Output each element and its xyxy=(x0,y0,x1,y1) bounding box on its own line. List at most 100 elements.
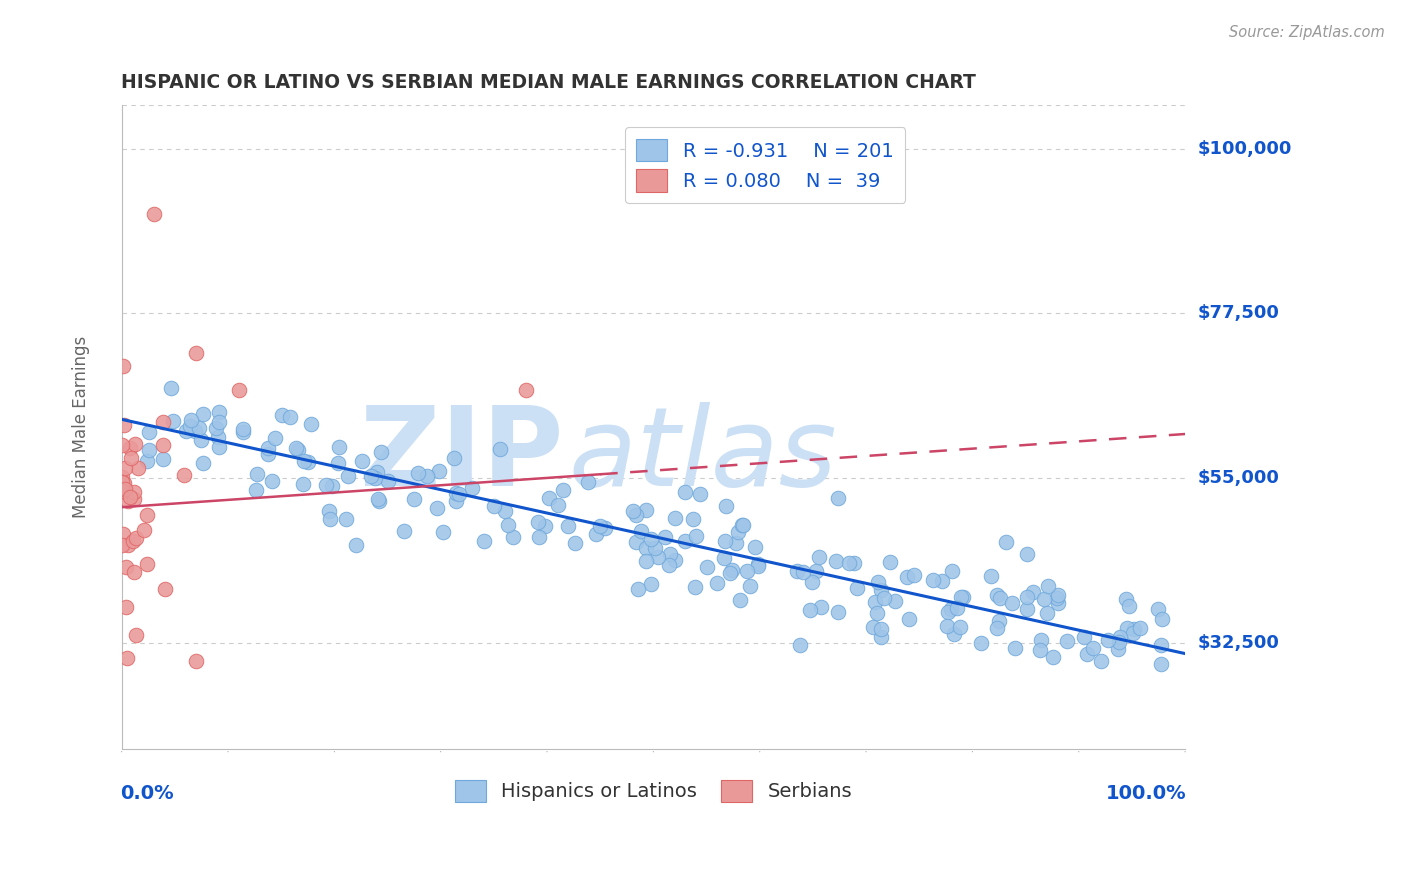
Point xyxy=(204,421,226,435)
Point xyxy=(232,425,254,439)
Point xyxy=(827,491,849,506)
Point xyxy=(1032,592,1054,607)
Point xyxy=(557,518,579,533)
Point xyxy=(1115,621,1137,635)
Point xyxy=(135,508,157,522)
Point xyxy=(120,451,142,466)
Point xyxy=(291,477,314,491)
Point xyxy=(941,565,963,579)
Point xyxy=(640,577,662,591)
Legend: Hispanics or Latinos, Serbians: Hispanics or Latinos, Serbians xyxy=(447,772,859,810)
Point xyxy=(449,487,471,501)
Point xyxy=(884,594,907,608)
Point xyxy=(494,504,516,518)
Point xyxy=(188,421,211,435)
Point xyxy=(683,580,706,594)
Point xyxy=(685,529,707,543)
Point xyxy=(111,483,134,498)
Point xyxy=(152,452,174,467)
Point xyxy=(585,527,607,541)
Point xyxy=(122,484,145,499)
Point xyxy=(527,530,550,544)
Point xyxy=(287,443,309,458)
Point xyxy=(207,430,229,444)
Point xyxy=(994,534,1017,549)
Point xyxy=(922,573,945,587)
Point xyxy=(658,547,681,561)
Text: $100,000: $100,000 xyxy=(1198,139,1292,158)
Point xyxy=(873,591,896,606)
Point xyxy=(153,582,176,596)
Point xyxy=(344,538,367,552)
Point xyxy=(278,409,301,424)
Point xyxy=(319,512,342,526)
Point xyxy=(246,467,269,481)
Point xyxy=(120,490,142,504)
Text: Source: ZipAtlas.com: Source: ZipAtlas.com xyxy=(1229,25,1385,40)
Point xyxy=(190,434,212,448)
Point xyxy=(1150,638,1173,652)
Point xyxy=(634,541,657,555)
Point xyxy=(472,533,495,548)
Point xyxy=(1029,642,1052,657)
Point xyxy=(547,498,569,512)
Point xyxy=(184,654,207,668)
Point xyxy=(1073,631,1095,645)
Point xyxy=(1015,602,1038,616)
Point xyxy=(673,485,696,500)
Point xyxy=(429,464,451,478)
Point xyxy=(135,454,157,468)
Point xyxy=(263,431,285,445)
Point xyxy=(862,620,884,634)
Point xyxy=(162,414,184,428)
Point xyxy=(350,454,373,468)
Point xyxy=(534,519,557,533)
Point xyxy=(706,576,728,591)
Point xyxy=(980,569,1002,583)
Point xyxy=(576,475,599,489)
Point xyxy=(111,359,134,373)
Point xyxy=(1109,630,1132,644)
Point xyxy=(1042,650,1064,665)
Point xyxy=(845,581,868,595)
Point xyxy=(152,415,174,429)
Point xyxy=(377,475,399,489)
Point xyxy=(636,503,658,517)
Point xyxy=(621,504,644,518)
Point xyxy=(114,460,136,475)
Point xyxy=(1150,613,1173,627)
Point xyxy=(747,559,769,574)
Point xyxy=(257,447,280,461)
Point xyxy=(865,595,887,609)
Point xyxy=(903,568,925,582)
Point xyxy=(496,518,519,533)
Point xyxy=(936,619,959,633)
Point xyxy=(664,510,686,524)
Point xyxy=(689,487,711,501)
Point xyxy=(786,564,808,578)
Point xyxy=(1122,622,1144,636)
Point xyxy=(1056,634,1078,648)
Point xyxy=(713,533,735,548)
Point xyxy=(394,524,416,539)
Point xyxy=(367,494,389,508)
Point xyxy=(718,566,741,580)
Point xyxy=(184,424,207,438)
Point xyxy=(124,437,146,451)
Point xyxy=(1046,588,1069,602)
Point xyxy=(134,524,156,538)
Point xyxy=(260,474,283,488)
Point xyxy=(321,479,343,493)
Point xyxy=(799,603,821,617)
Point xyxy=(136,557,159,571)
Point xyxy=(897,612,920,626)
Point xyxy=(943,626,966,640)
Point xyxy=(138,425,160,440)
Point xyxy=(114,560,136,574)
Point xyxy=(527,516,550,530)
Text: $32,500: $32,500 xyxy=(1198,633,1279,651)
Point xyxy=(315,478,337,492)
Point xyxy=(299,417,322,432)
Point xyxy=(724,536,747,550)
Text: $55,000: $55,000 xyxy=(1198,469,1279,487)
